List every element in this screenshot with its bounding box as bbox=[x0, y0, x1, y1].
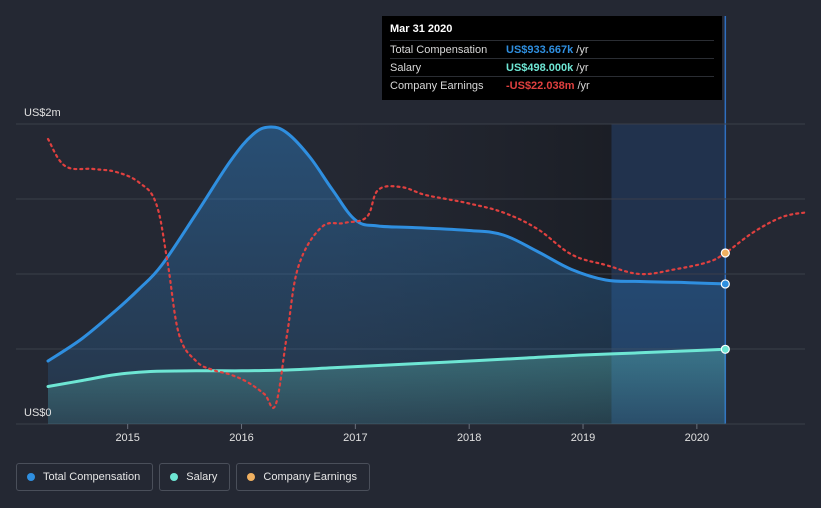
tooltip-label: Salary bbox=[390, 61, 422, 74]
legend-label: Company Earnings bbox=[263, 471, 357, 483]
tooltip-row-salary: Salary US$498.000k /yr bbox=[390, 58, 714, 76]
company-earnings-line bbox=[46, 137, 807, 410]
tooltip-label: Total Compensation bbox=[390, 43, 488, 56]
tooltip-label: Company Earnings bbox=[390, 79, 484, 92]
legend-label: Salary bbox=[186, 471, 218, 483]
tooltip-unit: /yr bbox=[576, 43, 589, 56]
salary-marker bbox=[720, 344, 730, 354]
legend-dot-icon bbox=[170, 473, 179, 481]
tooltip-value: -US$22.038m bbox=[506, 79, 575, 92]
company-earnings-marker bbox=[720, 248, 730, 258]
tooltip-row-company-earnings: Company Earnings -US$22.038m /yr bbox=[390, 76, 714, 94]
chart-legend: Total Compensation Salary Company Earnin… bbox=[16, 463, 370, 491]
total-compensation-area bbox=[48, 126, 726, 424]
tooltip-value: US$498.000k bbox=[506, 61, 574, 74]
x-tick-label: 2020 bbox=[685, 432, 709, 444]
tooltip-date: Mar 31 2020 bbox=[390, 23, 453, 35]
legend-dot-icon bbox=[27, 473, 35, 481]
x-tick-label: 2019 bbox=[571, 432, 595, 444]
x-tick-label: 2016 bbox=[229, 432, 253, 444]
legend-dot-icon bbox=[247, 473, 256, 481]
legend-item-salary[interactable]: Salary bbox=[159, 463, 231, 491]
tooltip-value: US$933.667k bbox=[506, 43, 574, 56]
total-compensation-line bbox=[46, 125, 727, 363]
legend-item-total-compensation[interactable]: Total Compensation bbox=[16, 463, 154, 491]
x-tick-label: 2017 bbox=[343, 432, 367, 444]
legend-label: Total Compensation bbox=[43, 471, 141, 483]
salary-line bbox=[46, 347, 727, 388]
total-compensation-marker bbox=[720, 279, 730, 289]
legend-item-company-earnings[interactable]: Company Earnings bbox=[236, 463, 370, 491]
chart-tooltip: Mar 31 2020 Total Compensation US$933.66… bbox=[382, 16, 722, 100]
salary-area bbox=[48, 349, 726, 424]
y-tick-label: US$0 bbox=[24, 407, 52, 419]
x-tick-label: 2018 bbox=[457, 432, 481, 444]
x-tick-label: 2015 bbox=[115, 432, 139, 444]
tooltip-unit: /yr bbox=[576, 61, 589, 74]
tooltip-unit: /yr bbox=[577, 79, 590, 92]
tooltip-row-total-compensation: Total Compensation US$933.667k /yr bbox=[390, 40, 714, 58]
y-tick-label: US$2m bbox=[24, 107, 61, 119]
